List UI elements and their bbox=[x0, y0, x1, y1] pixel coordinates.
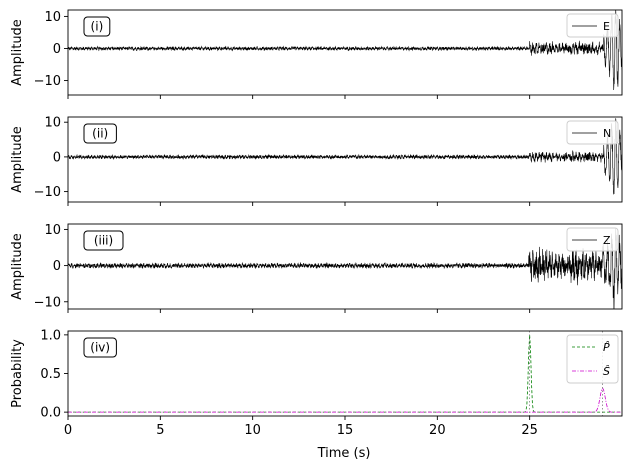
series-line-3-1 bbox=[68, 228, 622, 309]
y-tick-label: −10 bbox=[34, 295, 61, 310]
y-tick-label: 10 bbox=[44, 223, 61, 238]
series-line-1-1 bbox=[68, 10, 622, 91]
y-tick-label: 0 bbox=[53, 259, 61, 274]
panel-1: −10 0 10 Amplitude (i) E bbox=[10, 9, 623, 99]
panel-label-box bbox=[83, 230, 124, 251]
x-tick-label: 10 bbox=[244, 423, 261, 438]
y-tick-label: 10 bbox=[44, 10, 61, 25]
panel-3: −10 0 10 Amplitude (iii) Z bbox=[10, 223, 623, 313]
x-tick-label: 15 bbox=[337, 423, 354, 438]
x-tick-label: 20 bbox=[429, 423, 446, 438]
y-tick-label: 0.0 bbox=[40, 406, 61, 421]
y-tick-label: 0 bbox=[53, 150, 61, 165]
y-tick-label: 0.5 bbox=[40, 367, 61, 382]
legend: Z bbox=[566, 227, 619, 252]
y-axis-title: Amplitude bbox=[10, 233, 25, 300]
panel-2: −10 0 10 Amplitude (ii) N bbox=[10, 116, 623, 206]
y-tick-label: 0 bbox=[53, 42, 61, 57]
legend-box bbox=[566, 120, 619, 145]
legend-box bbox=[566, 227, 619, 252]
series-line-4-1 bbox=[68, 334, 622, 413]
panel-frame bbox=[67, 330, 623, 417]
panel-label: (iii) bbox=[94, 234, 113, 248]
legend-box bbox=[566, 334, 619, 384]
y-axis-title: Amplitude bbox=[10, 126, 25, 193]
panel-label-box bbox=[83, 16, 111, 37]
legend-entry: P̂ bbox=[603, 341, 610, 354]
panel-label: (i) bbox=[91, 20, 104, 34]
series-line-4-2 bbox=[68, 387, 622, 413]
legend-entry: Z bbox=[603, 234, 611, 247]
legend-entry: N bbox=[603, 127, 611, 140]
legend: E bbox=[566, 13, 619, 38]
legend-entry: Ŝ bbox=[603, 365, 610, 378]
x-tick-label: 5 bbox=[156, 423, 164, 438]
legend-entry: E bbox=[603, 20, 610, 33]
y-tick-label: −10 bbox=[34, 185, 61, 200]
panel-4: 0 5 10 15 20 25 0.0 0.5 1.0 Probability (iv) P̂ Ŝ bbox=[10, 328, 623, 438]
panel-label-box bbox=[83, 123, 117, 144]
x-tick-label: 25 bbox=[521, 423, 538, 438]
panel-label-box bbox=[83, 337, 117, 358]
y-axis-title: Probability bbox=[10, 339, 25, 408]
panel-label: (iv) bbox=[90, 341, 110, 355]
y-tick-label: −10 bbox=[34, 74, 61, 89]
y-axis-title: Amplitude bbox=[10, 19, 25, 86]
x-tick-label: 0 bbox=[64, 423, 72, 438]
legend-box bbox=[566, 13, 619, 38]
panel-frame bbox=[67, 9, 623, 96]
x-axis-title: Time (s) bbox=[317, 446, 371, 461]
legend: P̂ Ŝ bbox=[566, 334, 619, 384]
y-tick-label: 1.0 bbox=[40, 328, 61, 343]
panel-label: (ii) bbox=[92, 127, 108, 141]
legend: N bbox=[566, 120, 619, 145]
panel-frame bbox=[67, 116, 623, 203]
y-tick-label: 10 bbox=[44, 116, 61, 131]
series-line-2-1 bbox=[68, 118, 622, 195]
